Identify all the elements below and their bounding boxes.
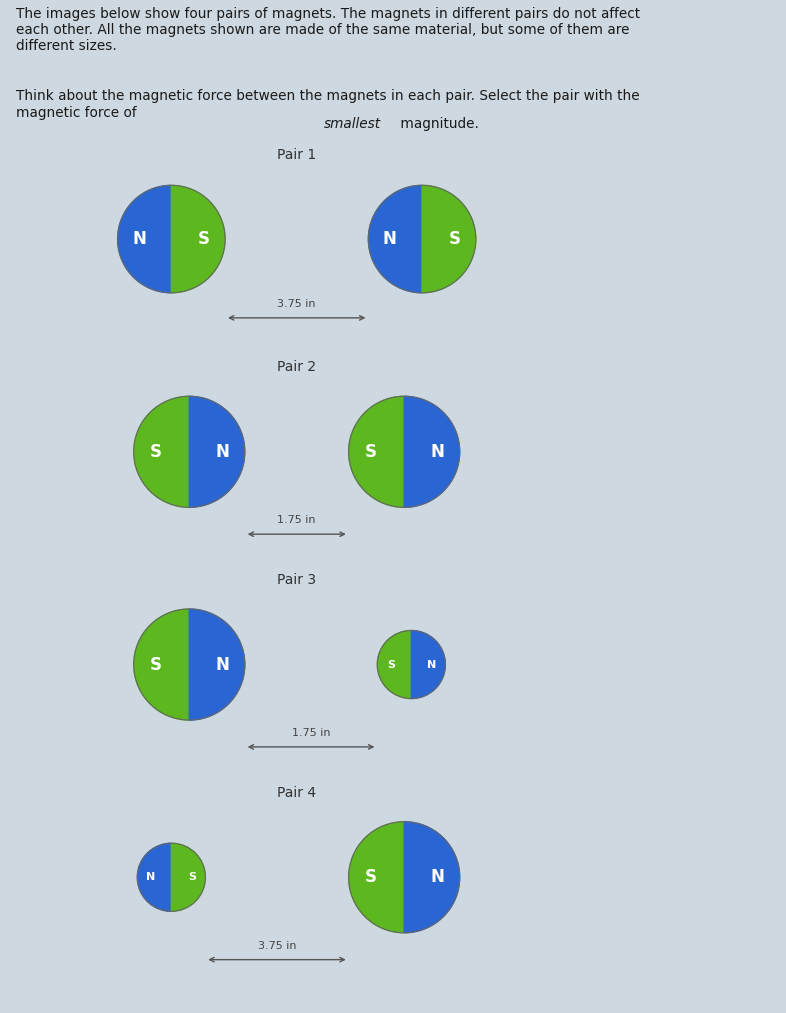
Text: N: N <box>383 230 397 248</box>
Polygon shape <box>134 396 189 508</box>
Text: Think about the magnetic force between the magnets in each pair. Select the pair: Think about the magnetic force between t… <box>16 89 639 120</box>
Polygon shape <box>369 185 422 293</box>
Polygon shape <box>411 630 446 699</box>
Polygon shape <box>171 185 225 293</box>
Text: N: N <box>132 230 146 248</box>
Text: 3.75 in: 3.75 in <box>258 941 296 950</box>
Text: S: S <box>150 655 162 674</box>
Polygon shape <box>404 396 460 508</box>
Text: smallest: smallest <box>324 118 380 132</box>
Text: N: N <box>146 872 156 882</box>
Text: Pair 1: Pair 1 <box>277 148 316 162</box>
Text: 1.75 in: 1.75 in <box>292 728 330 737</box>
Polygon shape <box>134 609 189 720</box>
Polygon shape <box>349 396 404 508</box>
Polygon shape <box>118 185 171 293</box>
Text: N: N <box>431 443 444 461</box>
Polygon shape <box>377 630 411 699</box>
Text: Pair 4: Pair 4 <box>277 786 316 800</box>
Text: magnitude.: magnitude. <box>395 118 479 132</box>
Text: 3.75 in: 3.75 in <box>277 299 316 309</box>
Polygon shape <box>404 822 460 933</box>
Text: N: N <box>427 659 436 670</box>
Text: S: S <box>448 230 461 248</box>
Text: 1.75 in: 1.75 in <box>277 516 316 525</box>
Text: N: N <box>431 868 444 886</box>
Text: N: N <box>215 443 230 461</box>
Text: N: N <box>215 655 230 674</box>
Polygon shape <box>349 822 404 933</box>
Text: S: S <box>188 872 196 882</box>
Text: Pair 3: Pair 3 <box>277 573 316 588</box>
Text: S: S <box>150 443 162 461</box>
Polygon shape <box>138 843 171 912</box>
Text: S: S <box>365 443 376 461</box>
Text: S: S <box>365 868 376 886</box>
Text: S: S <box>197 230 210 248</box>
Polygon shape <box>189 396 244 508</box>
Text: S: S <box>387 659 395 670</box>
Text: The images below show four pairs of magnets. The magnets in different pairs do n: The images below show four pairs of magn… <box>16 7 640 54</box>
Polygon shape <box>171 843 205 912</box>
Text: Pair 2: Pair 2 <box>277 361 316 375</box>
Polygon shape <box>189 609 244 720</box>
Polygon shape <box>422 185 476 293</box>
